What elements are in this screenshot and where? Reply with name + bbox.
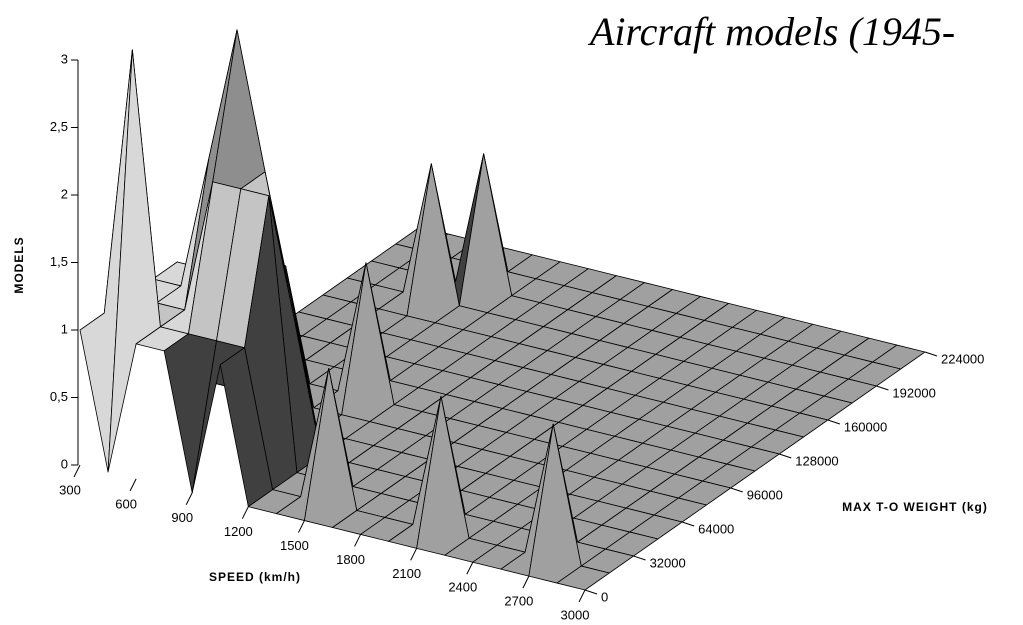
y-tick-label: 96000	[747, 487, 783, 502]
y-tick	[633, 555, 646, 561]
y-tick-label: 64000	[698, 521, 734, 536]
x-tick	[185, 492, 193, 506]
x-axis-label: SPEED (km/h)	[209, 570, 301, 584]
x-tick	[73, 464, 81, 478]
y-tick-label: 128000	[795, 453, 838, 468]
y-tick	[681, 521, 695, 527]
x-tick-label: 2100	[392, 566, 421, 581]
z-tick-label: 0	[61, 456, 68, 471]
y-tick	[779, 453, 792, 459]
x-tick	[241, 506, 249, 519]
z-tick-label: 1,5	[50, 254, 68, 269]
z-tick-label: 1	[61, 321, 68, 336]
y-tick-label: 32000	[650, 555, 686, 570]
x-tick-label: 600	[115, 496, 137, 511]
z-axis-label: MODELS	[12, 236, 26, 293]
surface-cell	[556, 565, 610, 591]
y-tick-label: 224000	[941, 351, 984, 366]
x-tick	[297, 520, 305, 533]
x-tick-label: 1800	[336, 552, 365, 567]
z-tick-label: 3	[61, 51, 68, 66]
y-tick-label: 192000	[892, 385, 935, 400]
x-tick-label: 1500	[280, 538, 309, 553]
x-tick	[522, 575, 530, 589]
chart-title: Aircraft models (1945-	[587, 9, 955, 54]
y-tick	[876, 385, 889, 391]
x-tick	[578, 589, 586, 603]
x-tick	[410, 548, 418, 561]
x-tick-label: 1200	[224, 524, 253, 539]
z-tick-label: 2,5	[50, 119, 68, 134]
x-tick	[354, 534, 362, 547]
x-tick	[129, 478, 137, 492]
x-tick-label: 900	[171, 510, 193, 525]
x-tick	[466, 561, 474, 575]
z-tick-label: 0,5	[50, 389, 68, 404]
x-tick-label: 300	[59, 482, 81, 497]
y-tick	[924, 351, 938, 357]
y-tick	[827, 419, 841, 425]
y-axis-label: MAX T-O WEIGHT (kg)	[842, 500, 988, 514]
x-tick-label: 2700	[504, 594, 533, 609]
y-tick	[584, 589, 598, 595]
x-tick-label: 3000	[561, 607, 590, 622]
x-tick-label: 2400	[448, 580, 477, 595]
y-tick-label: 0	[601, 589, 608, 604]
z-tick-label: 2	[61, 186, 68, 201]
y-tick-label: 160000	[844, 419, 887, 434]
y-tick	[730, 487, 743, 493]
